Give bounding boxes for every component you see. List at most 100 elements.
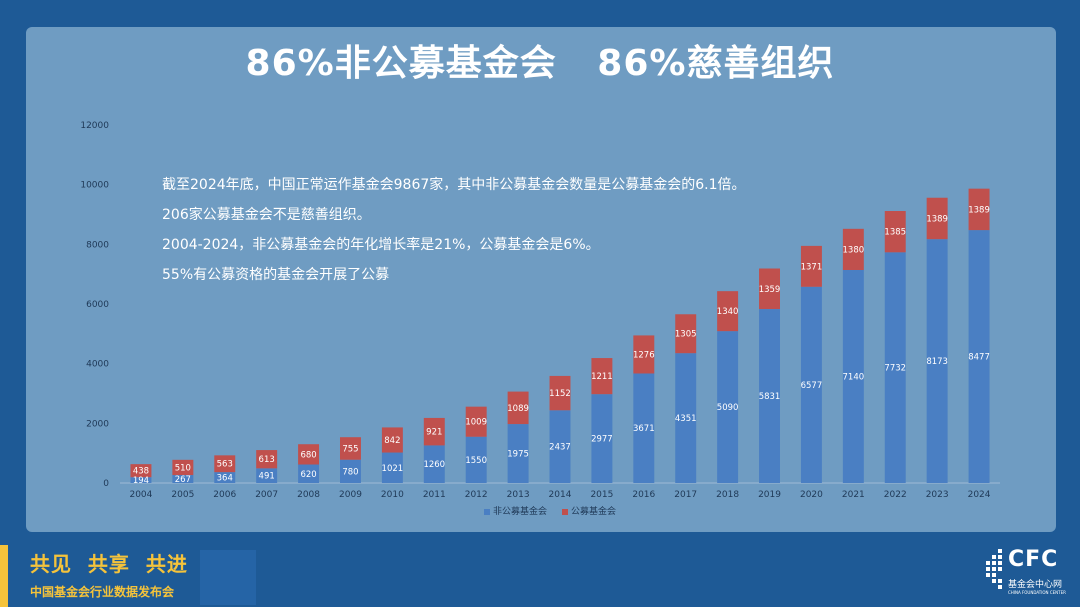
bar-non-public [759,309,780,483]
x-tick-label: 2018 [716,490,739,500]
bar-public [633,335,655,374]
data-label-public: 1340 [717,307,739,317]
bar-non-public [256,468,278,483]
bar-non-public [214,472,236,483]
x-tick-label: 2007 [255,490,278,500]
bar-public [381,427,403,453]
data-label-non-public: 1975 [507,450,529,460]
x-tick-label: 2016 [632,490,655,500]
logo-name: 基金会中心网 [1008,580,1063,590]
data-label-public: 1211 [591,372,613,382]
bar-public [549,375,571,411]
legend-item-non-public: 非公募基金会 [484,504,547,517]
data-label-non-public: 364 [217,474,233,484]
bar-non-public [423,445,445,483]
data-label-non-public: 5831 [759,392,781,402]
data-label-public: 1276 [633,350,655,360]
data-label-public: 438 [133,467,149,477]
x-tick-label: 2014 [549,490,572,500]
bar-non-public [968,230,990,483]
bar-non-public [298,464,320,483]
data-label-public: 1359 [759,285,781,295]
bar-public [800,245,822,287]
data-label-non-public: 8173 [926,357,948,367]
bar-public [172,459,194,476]
bar-non-public [340,459,361,483]
data-label-non-public: 3671 [633,424,655,434]
x-tick-label: 2012 [465,490,488,500]
data-label-public: 1371 [801,262,823,272]
bar-non-public [172,475,194,483]
x-tick-label: 2021 [842,490,865,500]
data-label-non-public: 1021 [382,464,404,474]
bar-non-public [800,286,822,483]
notes-block: 截至2024年底，中国正常运作基金会9867家，其中非公募基金会数量是公募基金会… [162,170,746,290]
data-label-public: 563 [217,460,233,470]
bar-non-public [842,269,864,483]
legend-swatch-non-public [484,508,491,515]
data-label-non-public: 620 [300,470,316,480]
y-tick-label: 0 [103,479,109,489]
bar-non-public [926,239,948,483]
data-label-public: 842 [384,436,400,446]
data-label-non-public: 5090 [717,403,739,413]
note-line: 截至2024年底，中国正常运作基金会9867家，其中非公募基金会数量是公募基金会… [162,177,746,193]
accent-box [200,550,256,605]
bar-non-public [591,394,613,483]
bar-public [214,455,236,473]
y-tick-label: 10000 [80,181,109,191]
accent-bar [0,545,8,607]
data-label-non-public: 2977 [591,435,613,445]
x-tick-label: 2023 [926,490,949,500]
data-label-public: 510 [175,463,191,473]
y-tick-label: 8000 [86,240,109,250]
x-tick-label: 2009 [339,490,362,500]
x-tick-label: 2005 [171,490,194,500]
logo-mark-icon [986,549,1002,589]
bar-non-public [633,373,655,483]
data-label-non-public: 7732 [884,364,906,374]
data-label-public: 1389 [968,205,990,215]
cfc-logo: CFC 基金会中心网 CHINA FOUNDATION CENTER [980,545,1070,600]
bar-non-public [507,424,529,483]
y-tick-label: 12000 [80,121,109,131]
x-tick-label: 2020 [800,490,823,500]
data-label-non-public: 6577 [801,381,823,391]
legend-label: 非公募基金会 [493,507,548,517]
bar-public [968,188,990,231]
data-label-public: 613 [259,455,275,465]
bar-public [507,391,529,425]
data-label-non-public: 780 [342,467,358,477]
logo-text: CFC [1008,547,1059,572]
x-tick-label: 2008 [297,490,320,500]
bar-non-public [465,436,487,483]
x-tick-label: 2010 [381,490,404,500]
data-label-public: 1152 [549,389,571,399]
legend-item-public: 公募基金会 [561,504,616,517]
data-label-public: 1089 [507,404,529,414]
x-tick-label: 2022 [884,490,907,500]
bar-public [842,228,864,270]
slide-title: 86%非公募基金会 86%慈善组织 [245,43,835,84]
x-tick-label: 2024 [968,490,991,500]
data-label-non-public: 194 [133,476,149,486]
x-tick-label: 2015 [590,490,613,500]
slogan: 共见 共享 共进 [30,552,188,576]
data-label-non-public: 491 [259,472,275,482]
chart-legend: 非公募基金会 公募基金会 [0,504,1080,517]
x-tick-label: 2004 [129,490,152,500]
x-tick-label: 2006 [213,490,236,500]
bar-public [130,464,152,478]
content-panel [26,27,1056,532]
bar-public [298,444,320,465]
data-label-public: 1389 [926,214,948,224]
bar-non-public [130,477,152,483]
bar-public [340,437,361,460]
data-label-public: 1305 [675,330,697,340]
x-tick-label: 2019 [758,490,781,500]
data-label-non-public: 1260 [423,460,445,470]
bar-public [591,358,613,395]
bar-non-public [717,331,739,483]
note-line: 55%有公募资格的基金会开展了公募 [162,267,390,283]
